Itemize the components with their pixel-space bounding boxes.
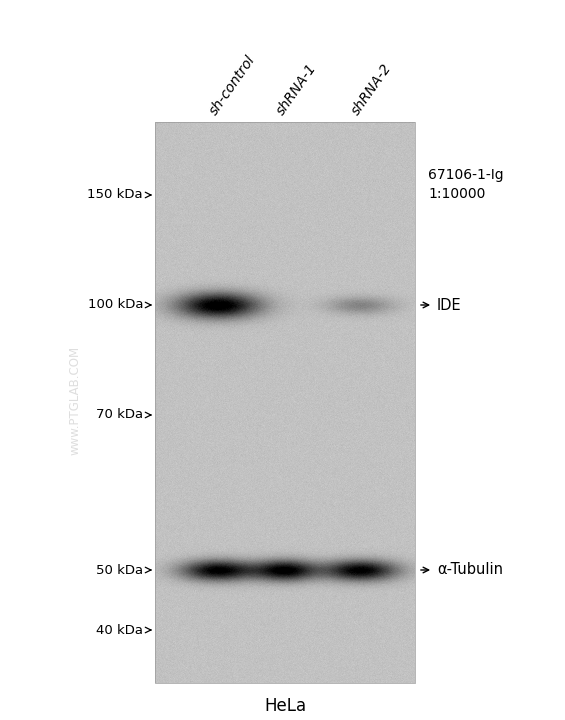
Text: 50 kDa: 50 kDa [96,564,143,577]
Text: 40 kDa: 40 kDa [96,624,143,636]
Text: IDE: IDE [437,297,462,312]
Text: 67106-1-Ig
1:10000: 67106-1-Ig 1:10000 [428,168,503,202]
Bar [155,122,415,683]
Text: sh-control: sh-control [207,53,258,118]
Text: HeLa: HeLa [264,697,306,715]
Text: 70 kDa: 70 kDa [96,408,143,421]
Text: 150 kDa: 150 kDa [88,189,143,202]
Text: shRNA-1: shRNA-1 [273,61,319,118]
Text: www.PTGLAB.COM: www.PTGLAB.COM [68,346,81,454]
Text: 100 kDa: 100 kDa [88,299,143,312]
Text: α-Tubulin: α-Tubulin [437,562,503,577]
Text: shRNA-2: shRNA-2 [349,61,394,118]
